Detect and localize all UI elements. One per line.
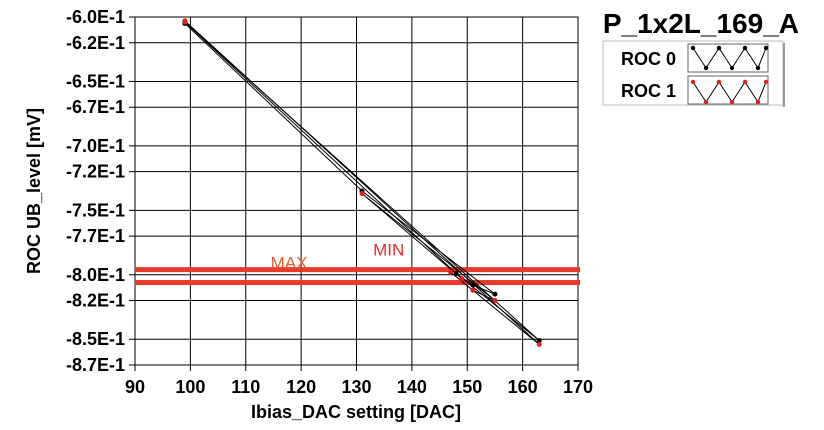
reference-lines <box>135 267 580 286</box>
x-axis-label: Ibias_DAC setting [DAC] <box>251 402 461 422</box>
legend-swatch-roc1 <box>687 75 769 105</box>
legend-swatch-marker-roc0 <box>763 45 769 51</box>
y-tick-label: -6.5E-1 <box>66 71 125 91</box>
y-tick-label: -7.5E-1 <box>66 200 125 220</box>
data-point-roc1 <box>448 269 454 275</box>
reference-line <box>135 280 580 286</box>
legend-swatch-marker-roc0 <box>716 45 722 51</box>
legend-swatch-marks <box>690 45 769 105</box>
legend-swatch-marker-roc1 <box>763 79 769 85</box>
legend-swatch-marker-roc1 <box>703 99 709 105</box>
x-tick-label: 120 <box>286 377 316 397</box>
legend-box-shadow <box>783 43 785 107</box>
x-tick-label: 110 <box>231 377 260 397</box>
y-tick-label: -8.7E-1 <box>66 355 125 375</box>
y-tick-label: -7.0E-1 <box>66 136 125 156</box>
y-tick-label: -8.5E-1 <box>66 329 125 349</box>
y-tick-labels: -6.0E-1 -6.2E-1 -6.5E-1 -6.7E-1 -7.0E-1 -7.2E… <box>66 7 125 375</box>
legend-swatch-marker-roc0 <box>690 45 696 51</box>
x-tick-label: 170 <box>563 377 593 397</box>
y-tick-label: -6.2E-1 <box>66 33 125 53</box>
y-axis-label: ROC UB_level [mV] <box>24 108 44 274</box>
legend-swatch-marker-roc1 <box>729 99 735 105</box>
annotations: MAX MIN <box>271 240 405 272</box>
x-tick-label: 100 <box>175 377 205 397</box>
data-point-roc1 <box>182 19 188 25</box>
data-point-roc0 <box>536 338 542 344</box>
legend-label-roc0: ROC 0 <box>621 49 676 69</box>
y-tick-label: -7.2E-1 <box>66 162 125 182</box>
legend-swatch-marker-roc0 <box>729 65 735 71</box>
annotation-min: MIN <box>373 240 404 259</box>
legend-swatch-marker-roc1 <box>755 99 761 105</box>
data-point-roc1 <box>459 276 465 282</box>
series-line-roc1 <box>184 20 540 345</box>
data-point-roc1 <box>536 341 542 347</box>
legend-swatch-marker-roc0 <box>742 45 748 51</box>
legend-swatch-marker-roc1 <box>716 79 722 85</box>
data-point-roc0 <box>470 282 476 288</box>
x-tick-label: 90 <box>125 377 145 397</box>
data-point-roc1 <box>359 191 365 197</box>
reference-line <box>135 267 580 273</box>
y-tick-label: -8.2E-1 <box>66 291 125 311</box>
x-tick-label: 130 <box>341 377 371 397</box>
legend-label-roc1: ROC 1 <box>621 81 676 101</box>
x-tick-label: 140 <box>397 377 427 397</box>
series-group <box>182 18 542 347</box>
legend: ROC 0 ROC 1 <box>602 40 785 107</box>
y-tick-label: -6.0E-1 <box>66 7 125 27</box>
data-point-roc0 <box>492 291 498 297</box>
data-point-roc1 <box>492 298 498 304</box>
chart-title: P_1x2L_169_A <box>603 8 799 39</box>
annotation-max: MAX <box>271 253 308 272</box>
y-tick-label: -7.7E-1 <box>66 226 125 246</box>
legend-swatch-marker-roc0 <box>703 65 709 71</box>
x-tick-label: 150 <box>452 377 482 397</box>
legend-swatch-marker-roc1 <box>690 79 696 85</box>
x-tick-label: 160 <box>508 377 538 397</box>
legend-swatch-marker-roc0 <box>755 65 761 71</box>
data-point-roc1 <box>470 287 476 293</box>
x-tick-labels: 90 100 110 120 130 140 150 160 170 <box>125 377 593 397</box>
legend-swatch-roc0 <box>687 43 769 73</box>
y-tick-label: -8.0E-1 <box>66 265 125 285</box>
legend-swatch-marker-roc1 <box>742 79 748 85</box>
y-tick-label: -6.7E-1 <box>66 97 125 117</box>
data-point-roc0 <box>453 270 459 276</box>
